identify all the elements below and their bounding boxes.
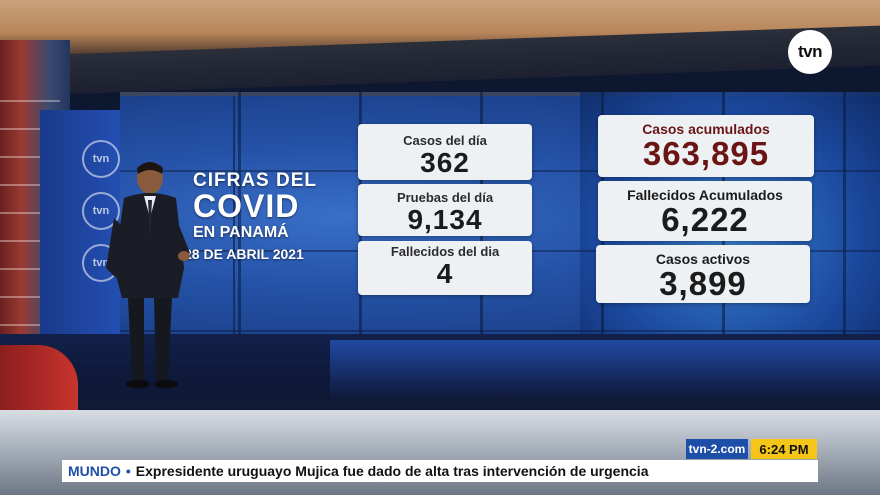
time-tag: 6:24 PM bbox=[751, 439, 817, 459]
ticker-headline: Expresidente uruguayo Mujica fue dado de… bbox=[135, 463, 649, 479]
card-label: Fallecidos del dia bbox=[390, 244, 500, 259]
card-value: 4 bbox=[436, 258, 454, 289]
card-fallecidos-dia: Fallecidos del dia 4 bbox=[358, 241, 532, 295]
card-label: Casos activos bbox=[655, 251, 751, 267]
red-set-piece bbox=[0, 345, 78, 415]
ticker-section: MUNDO bbox=[68, 463, 121, 479]
card-value: 6,222 bbox=[661, 201, 749, 238]
card-value: 363,895 bbox=[642, 135, 770, 172]
card-label: Pruebas del día bbox=[396, 190, 494, 205]
card-value: 3,899 bbox=[659, 265, 747, 302]
title-line-1: CIFRAS DEL bbox=[193, 170, 317, 191]
card-value: 362 bbox=[420, 147, 470, 178]
side-tvn-logo-icon: tvn bbox=[82, 192, 120, 230]
card-casos-dia: Casos del día 362 bbox=[358, 124, 532, 180]
card-label: Casos del día bbox=[403, 133, 487, 148]
card-casos-acumulados: Casos acumulados 363,895 bbox=[598, 115, 814, 177]
ticker-separator-dot: • bbox=[125, 463, 131, 479]
presenter-figure bbox=[106, 162, 190, 388]
tvn-logo-icon: tvn bbox=[788, 30, 832, 74]
card-value: 9,134 bbox=[407, 204, 483, 235]
card-fallecidos-acumulados: Fallecidos Acumulados 6,222 bbox=[598, 181, 812, 241]
card-casos-activos: Casos activos 3,899 bbox=[596, 245, 810, 303]
site-tag: tvn-2.com bbox=[686, 439, 748, 459]
card-label: Fallecidos Acumulados bbox=[627, 187, 783, 203]
title-date: 28 DE ABRIL 2021 bbox=[184, 246, 304, 262]
side-tvn-logo-icon: tvn bbox=[82, 140, 120, 178]
title-line-2: COVID bbox=[193, 188, 300, 224]
anchor-desk bbox=[0, 410, 880, 495]
card-pruebas-dia: Pruebas del día 9,134 bbox=[358, 184, 532, 236]
card-label: Casos acumulados bbox=[642, 121, 770, 137]
title-line-3: EN PANAMÁ bbox=[193, 224, 289, 241]
floor-light bbox=[330, 340, 880, 400]
news-ticker: MUNDO • Expresidente uruguayo Mujica fue… bbox=[62, 460, 818, 482]
